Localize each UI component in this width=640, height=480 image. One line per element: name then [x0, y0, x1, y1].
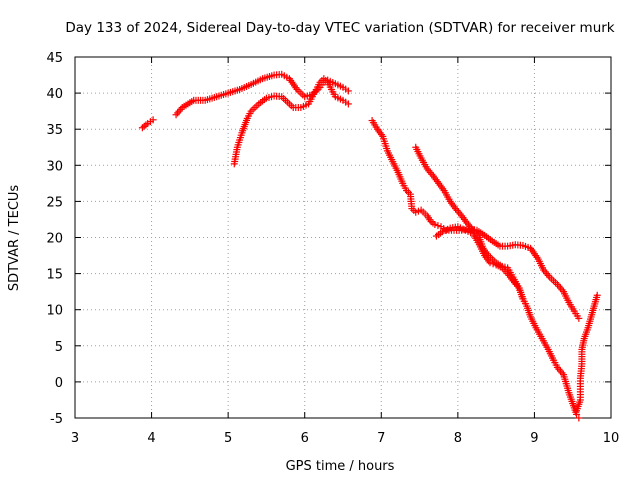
- y-tick-label: -5: [50, 412, 63, 427]
- y-tick-label: 5: [55, 340, 63, 355]
- y-tick-label: 25: [46, 195, 63, 210]
- data-point-plus: [344, 87, 352, 95]
- x-tick-label: 7: [377, 431, 385, 446]
- x-tick-label: 5: [224, 431, 232, 446]
- chart-title: Day 133 of 2024, Sidereal Day-to-day VTE…: [65, 20, 614, 36]
- data-point-plus: [426, 169, 434, 177]
- y-tick-label: 35: [46, 123, 63, 138]
- data-point-plus: [593, 291, 601, 299]
- x-tick-label: 3: [71, 431, 79, 446]
- x-axis-title: GPS time / hours: [286, 459, 395, 474]
- data-point-plus: [486, 259, 494, 267]
- y-tick-labels: -5 0 5 10 15 20 25 30 35 40 45: [46, 51, 63, 427]
- data-markers: [138, 70, 601, 422]
- x-tick-label: 8: [454, 431, 462, 446]
- data-point-plus: [149, 116, 157, 124]
- data-point-plus: [543, 270, 551, 278]
- data-point-plus: [434, 222, 442, 230]
- x-tick-label: 4: [147, 431, 155, 446]
- y-tick-label: 15: [46, 268, 63, 283]
- axis-ticks: [74, 56, 612, 419]
- x-tick-label: 9: [530, 431, 538, 446]
- y-axis-title: SDTVAR / TECUs: [7, 185, 22, 292]
- y-tick-label: 45: [46, 51, 63, 66]
- data-point-plus: [519, 295, 527, 303]
- x-tick-label: 10: [603, 431, 620, 446]
- data-point-plus: [174, 109, 182, 117]
- x-tick-label: 6: [301, 431, 309, 446]
- data-point-plus: [489, 260, 497, 268]
- data-point-plus: [556, 284, 564, 292]
- y-tick-label: 20: [46, 232, 63, 247]
- y-tick-label: 30: [46, 159, 63, 174]
- data-point-plus: [575, 414, 583, 422]
- data-point-plus: [556, 367, 564, 375]
- y-tick-label: 10: [46, 304, 63, 319]
- y-tick-label: 0: [55, 376, 63, 391]
- data-point-plus: [555, 282, 563, 290]
- data-point-plus: [344, 100, 352, 108]
- data-point-plus: [575, 314, 583, 322]
- x-tick-labels: 3 4 5 6 7 8 9 10: [71, 431, 619, 446]
- grid-lines: [75, 57, 611, 418]
- data-point-plus: [431, 221, 439, 229]
- data-point-plus: [544, 271, 552, 279]
- y-tick-label: 40: [46, 87, 63, 102]
- data-point-plus: [175, 107, 183, 115]
- data-point-plus: [172, 111, 180, 119]
- data-point-plus: [455, 208, 463, 216]
